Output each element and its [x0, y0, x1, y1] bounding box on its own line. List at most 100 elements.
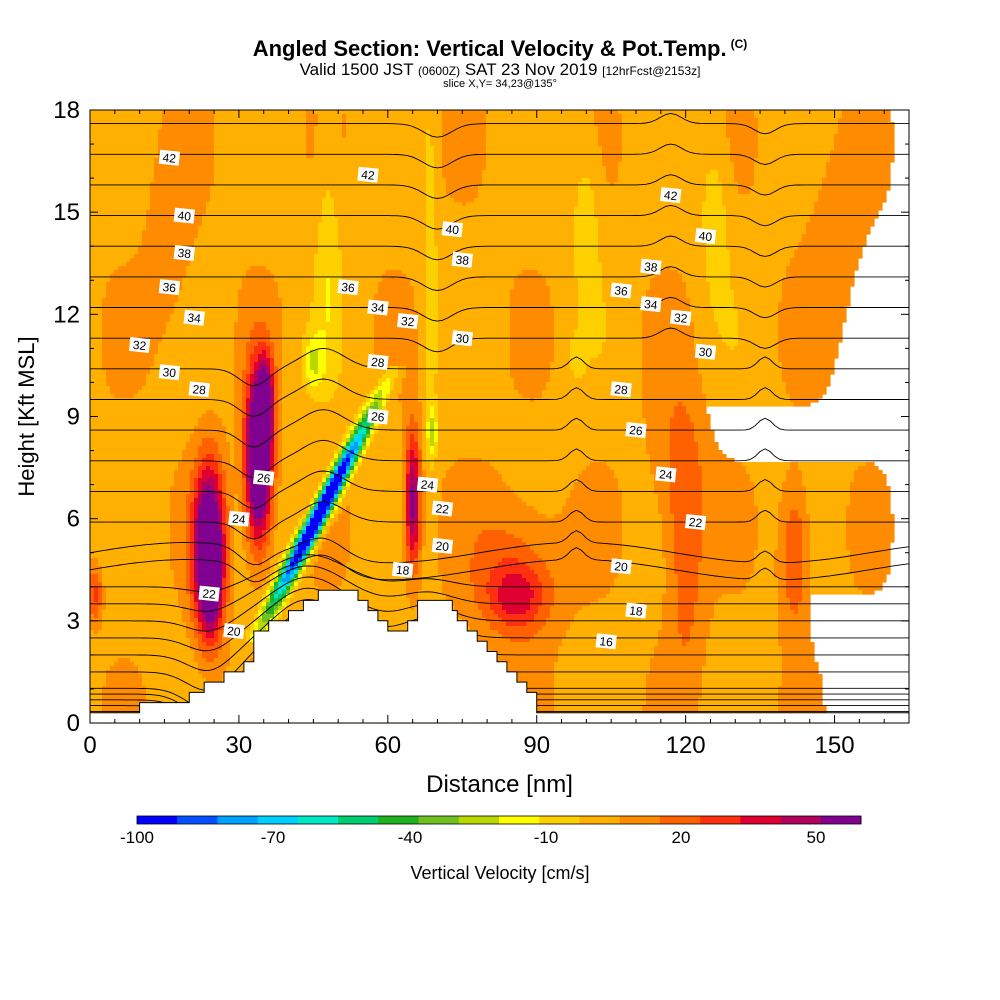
isentrope-line: [90, 409, 909, 448]
contour-label-text: 42: [663, 188, 678, 203]
contour-label: 34: [367, 299, 389, 316]
forecast-info: [12hrFcst@2153z]: [602, 64, 701, 78]
x-axis-label: Distance [nm]: [426, 771, 573, 798]
contour-label: 40: [173, 207, 195, 224]
contour-label: 42: [158, 149, 181, 166]
colorbar-swatch: [619, 816, 661, 824]
contour-label-text: 40: [698, 229, 713, 244]
terrain-profile: [89, 589, 910, 724]
contour-label-text: 24: [231, 512, 246, 527]
colorbar-swatch: [700, 816, 741, 824]
contour-label-box: [367, 353, 389, 371]
x-tick-label: 30: [226, 732, 253, 759]
contour-label-box: [158, 364, 181, 381]
contour-label-box: [655, 466, 677, 483]
contour-label: 38: [173, 244, 195, 261]
contour-label-text: 28: [614, 382, 629, 397]
contour-label-box: [640, 296, 662, 313]
contour-label: 36: [337, 279, 359, 296]
contour-label-text: 22: [688, 515, 703, 530]
contour-label-box: [451, 251, 473, 268]
contour-label: 28: [367, 353, 389, 371]
y-tick-label: 3: [67, 608, 80, 635]
contour-label-text: 24: [658, 467, 673, 482]
colorbar-tick-label: 50: [807, 828, 826, 847]
contour-label-box: [595, 633, 617, 650]
contour-label: 42: [357, 166, 379, 183]
valid-time-line: Valid 1500 JST (0600Z) SAT 23 Nov 2019 […: [0, 61, 1000, 80]
contour-label-text: 34: [643, 297, 658, 312]
isentrope-line: [90, 204, 909, 230]
contour-label-box: [694, 227, 717, 245]
contour-label-box: [610, 282, 632, 299]
contour-label: 34: [183, 309, 205, 326]
contour-label-text: 22: [435, 501, 450, 516]
colorbar-title: Vertical Velocity [cm/s]: [410, 863, 590, 883]
contour-label-box: [183, 309, 205, 326]
contour-label-text: 24: [420, 477, 435, 492]
colorbar-swatch: [780, 816, 822, 824]
colorbar-swatch: [740, 816, 782, 824]
contour-label: 32: [397, 313, 419, 330]
contour-label: 38: [451, 251, 473, 268]
contour-label-text: 26: [370, 409, 385, 424]
contour-label: 36: [158, 279, 181, 295]
isentrope-line: [90, 112, 909, 138]
colorbar-swatch: [137, 816, 178, 824]
x-tick-label: 90: [523, 732, 550, 759]
contour-label: 32: [128, 336, 151, 354]
contour-label-text: 32: [673, 311, 688, 326]
contour-label-box: [694, 343, 717, 360]
contour-label: 26: [625, 422, 647, 438]
contour-label-box: [367, 299, 389, 316]
contour-label: 40: [694, 227, 717, 245]
contour-label: 42: [660, 187, 682, 204]
y-tick-label: 18: [53, 97, 80, 124]
colorbar-swatch: [338, 816, 379, 824]
contour-label-box: [660, 187, 682, 204]
contour-label-box: [367, 408, 389, 425]
contour-label: 40: [441, 221, 463, 238]
contour-label-text: 32: [400, 314, 415, 329]
contour-labels: 42 42 42 40 40 40 38 38 38 36 36 36 34 34 34 32 32 32 30 30…: [128, 149, 717, 650]
contour-label: 24: [228, 510, 250, 527]
contour-label-box: [357, 166, 379, 183]
contour-label-box: [625, 602, 647, 619]
isentrope-line: [90, 587, 909, 652]
contour-label-box: [397, 313, 419, 330]
isentrope-line: [90, 470, 909, 509]
contour-label-text: 36: [341, 280, 356, 295]
contour-label-box: [223, 622, 245, 640]
contour-label-box: [253, 469, 275, 486]
slice-info: slice X,Y= 34,23@135°: [443, 78, 557, 90]
isentrope-line: [90, 439, 909, 479]
contour-label-text: 38: [177, 246, 192, 261]
contour-label-box: [337, 279, 359, 296]
contour-label-text: 38: [643, 260, 658, 275]
contour-label-box: [670, 309, 692, 326]
contour-label: 30: [694, 343, 717, 360]
isentrope-line: [90, 554, 909, 593]
y-tick-label: 12: [53, 301, 80, 328]
contour-label-box: [610, 381, 632, 398]
contour-label-box: [451, 330, 473, 347]
isentrope-line: [90, 296, 909, 322]
colorbar-swatch: [177, 816, 218, 824]
contour-label-text: 22: [202, 586, 217, 601]
colorbar-swatch: [418, 816, 460, 824]
contour-label-box: [441, 221, 463, 238]
chart-title-text: Angled Section: Vertical Velocity & Pot.…: [252, 36, 727, 61]
colorbar-tick-label: -70: [261, 828, 286, 847]
vertical-velocity-field: [90, 110, 895, 724]
contour-label-text: 42: [361, 168, 376, 183]
x-tick-label: 150: [815, 732, 855, 759]
isentrope-line: [90, 598, 909, 671]
isentrope-line: [89, 530, 910, 566]
contour-label-box: [416, 476, 439, 493]
contour-label-text: 30: [698, 345, 713, 360]
isentrope-line: [90, 143, 909, 169]
isentrope-line: [90, 266, 909, 291]
contour-label-box: [128, 336, 151, 354]
contour-label-text: 20: [614, 559, 629, 574]
y-tick-label: 0: [67, 710, 80, 737]
